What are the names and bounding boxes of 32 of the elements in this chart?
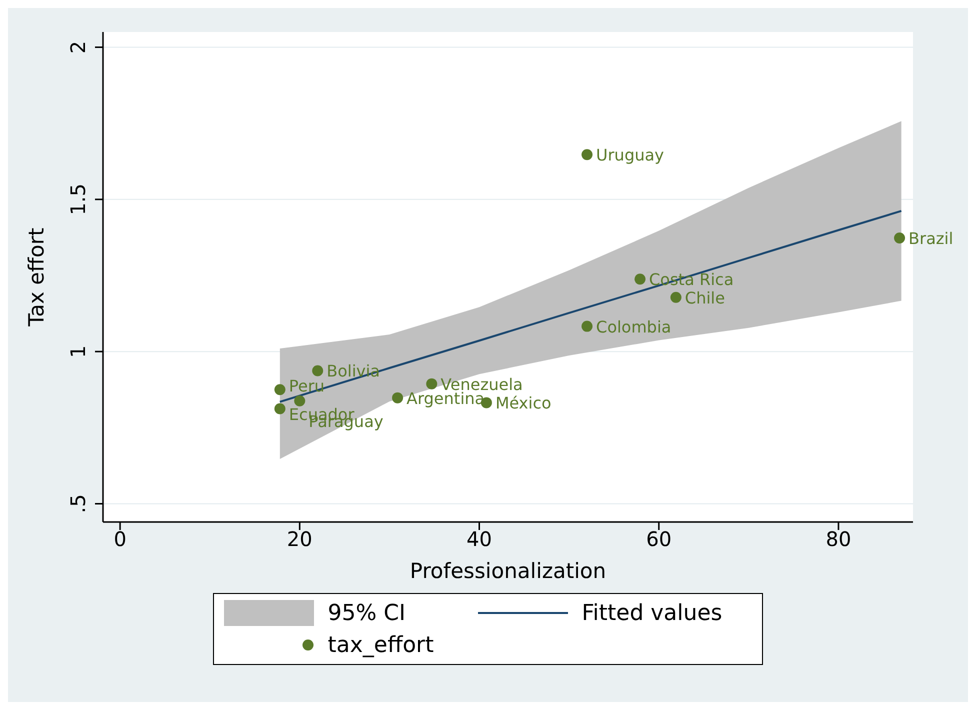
point xyxy=(582,320,593,332)
point xyxy=(294,395,306,406)
point xyxy=(312,365,324,376)
point xyxy=(582,149,593,160)
annotation: México xyxy=(495,394,552,413)
point xyxy=(894,232,906,244)
annotation: Peru xyxy=(288,376,325,396)
x-tick-label: 20 xyxy=(286,527,312,552)
x-tick-label: 0 xyxy=(114,527,126,552)
y-tick-label: 1.5 xyxy=(66,183,90,216)
annotation: Colombia xyxy=(596,317,672,336)
annotation: Chile xyxy=(684,288,725,308)
x-tick-label: 80 xyxy=(826,527,852,552)
legend-label: Fitted values xyxy=(582,600,724,626)
x-axis-title: Professionalization xyxy=(410,559,606,583)
annotation: Bolivia xyxy=(326,362,380,381)
x-tick-label: 40 xyxy=(466,527,492,552)
x-tick-label: 60 xyxy=(646,527,672,552)
annotation: Brazil xyxy=(908,229,954,248)
legend-label: tax_effort xyxy=(328,632,435,658)
y-axis-title: Tax effort xyxy=(24,228,48,328)
point xyxy=(392,392,404,404)
point xyxy=(634,274,646,285)
annotation: Uruguay xyxy=(596,146,664,165)
point xyxy=(426,378,438,390)
point xyxy=(274,403,286,414)
y-tick-label: 2 xyxy=(66,40,90,54)
point xyxy=(274,384,286,396)
point xyxy=(670,292,682,303)
y-tick-label: .5 xyxy=(66,494,90,514)
y-tick-label: 1 xyxy=(66,345,90,358)
text: 95% CI xyxy=(328,600,407,626)
